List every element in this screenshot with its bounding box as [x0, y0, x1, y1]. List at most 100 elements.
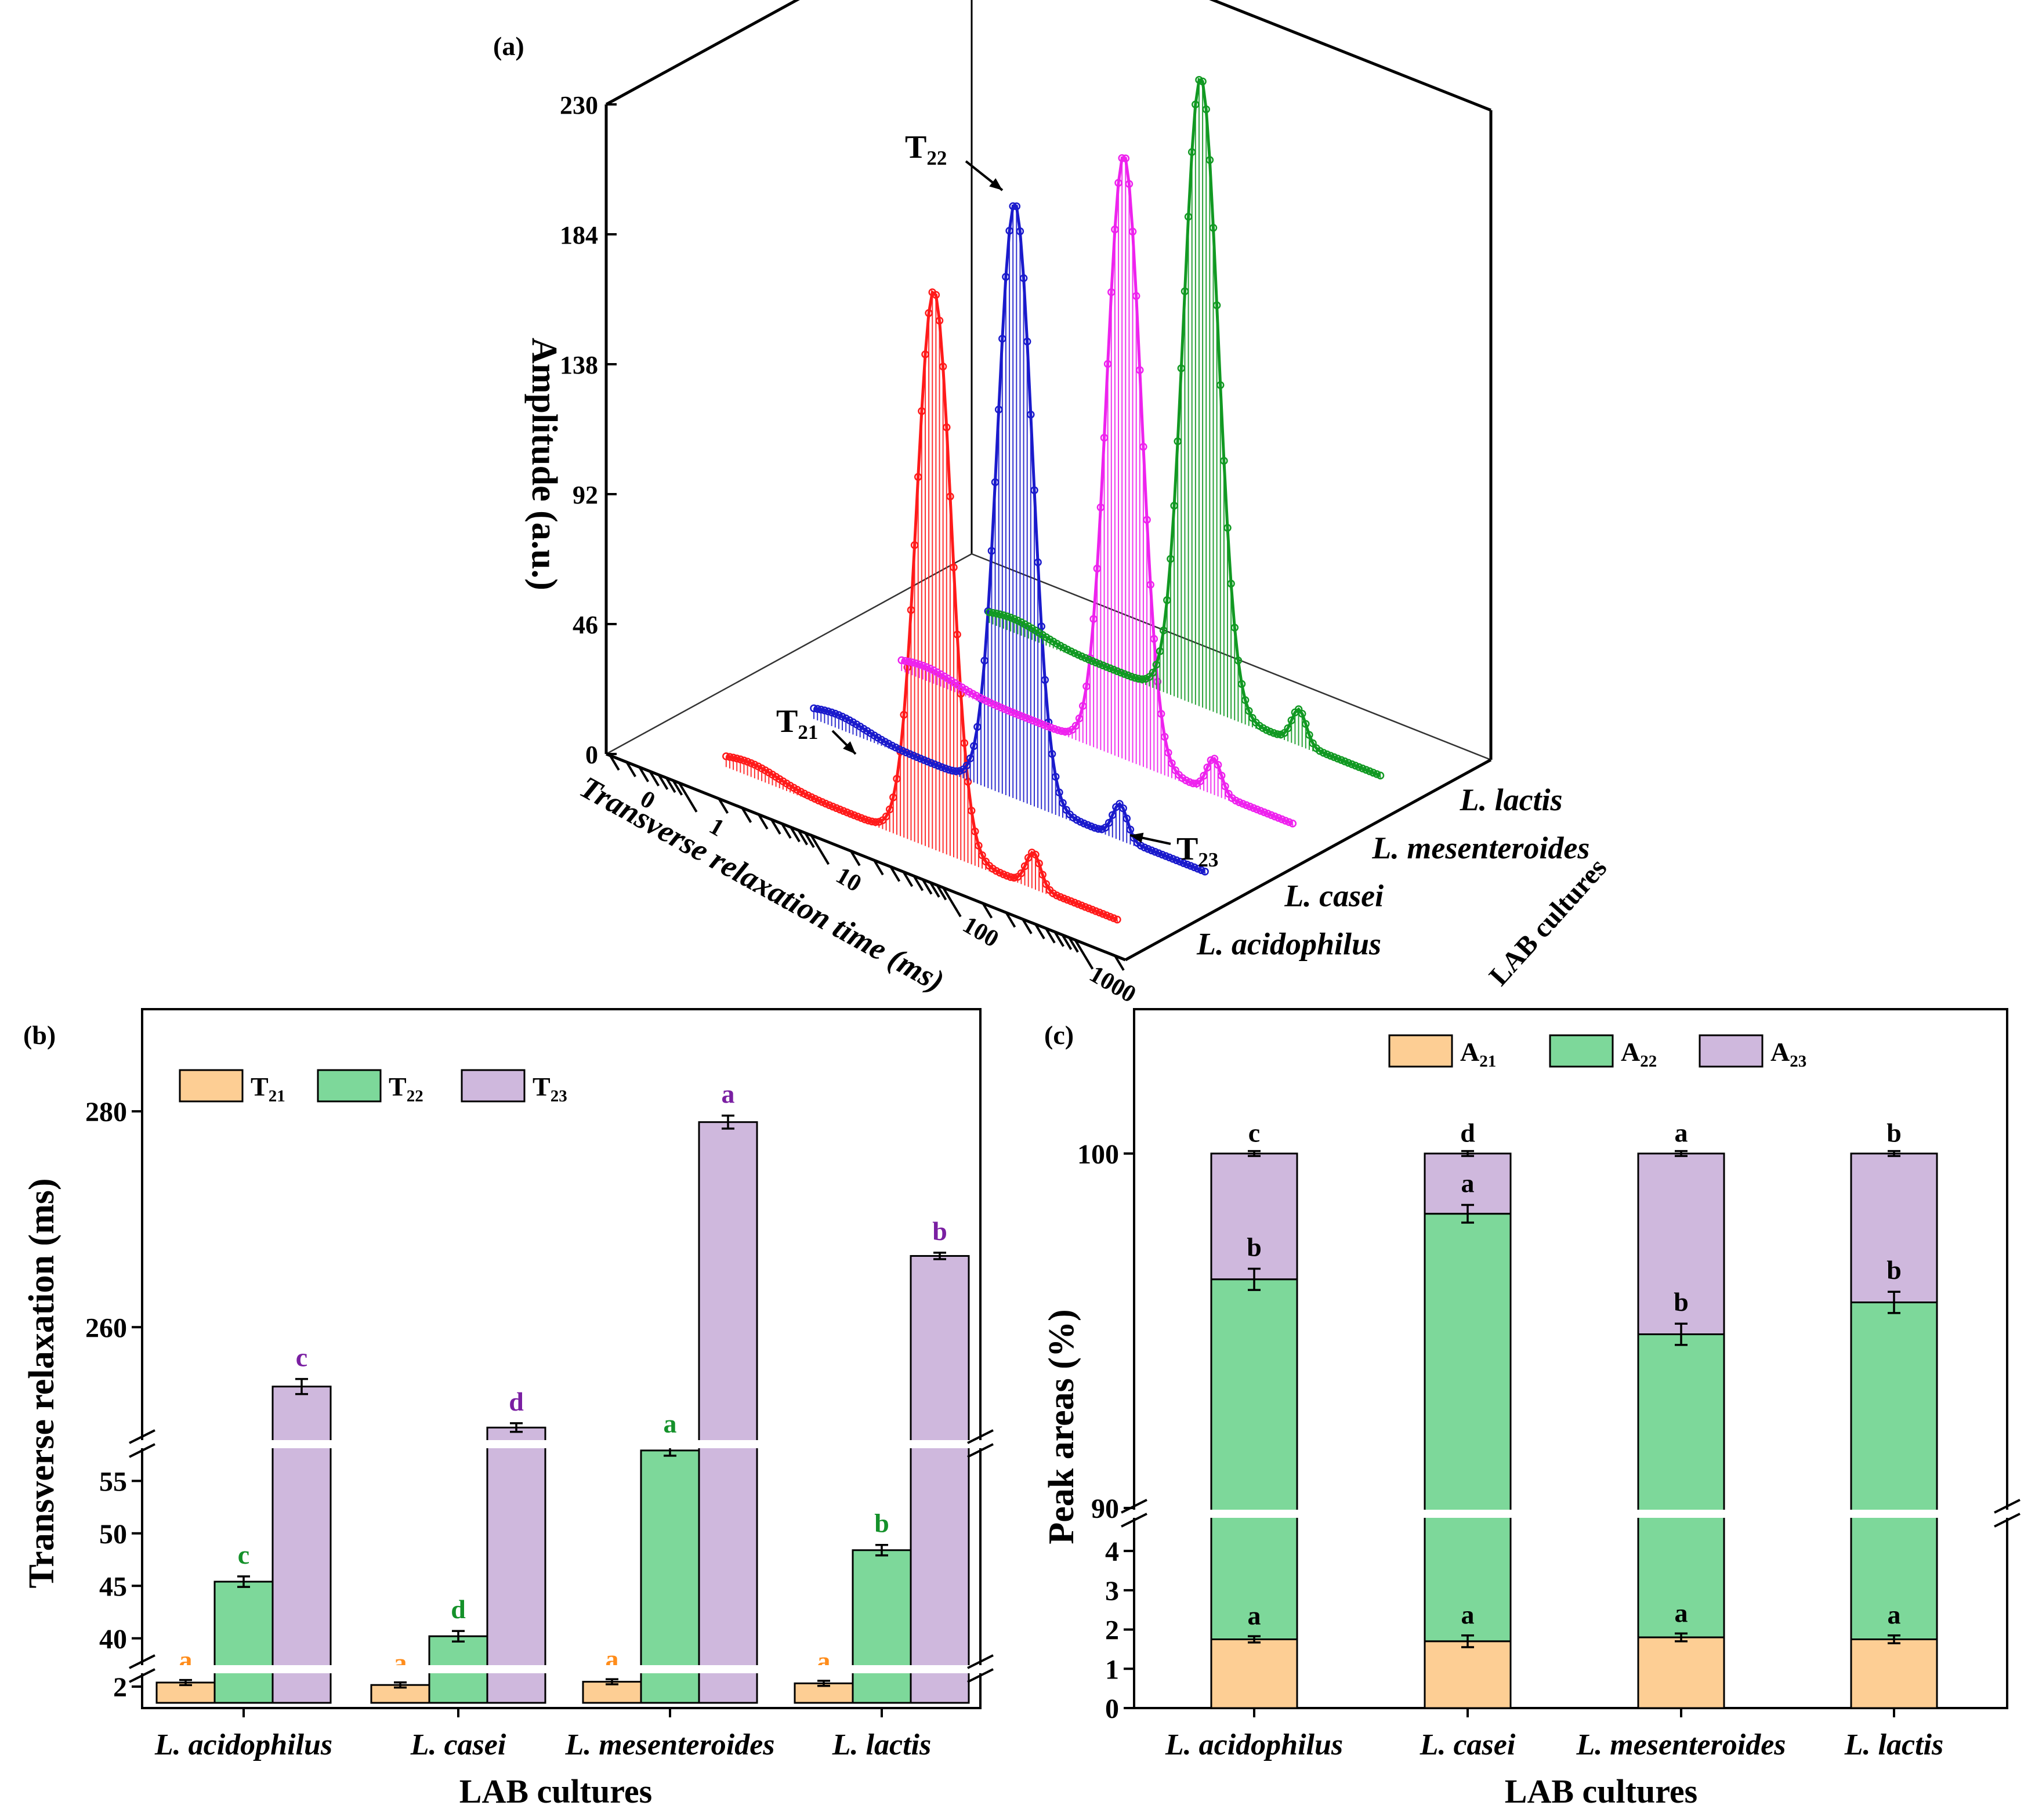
data-point	[1024, 854, 1033, 862]
x-minor-tick	[873, 860, 884, 876]
data-point	[1121, 154, 1130, 162]
data-point	[740, 756, 748, 764]
y-tick-label: 1	[1105, 1654, 1119, 1685]
axis-break-mark	[967, 1443, 994, 1458]
data-point	[921, 350, 929, 358]
data-point	[1080, 820, 1088, 828]
legend-label: T22	[389, 1072, 423, 1105]
letter-T22: b	[874, 1509, 889, 1538]
data-point	[1168, 759, 1176, 767]
data-point	[988, 608, 997, 617]
data-point	[1242, 801, 1251, 810]
data-point	[1260, 808, 1269, 817]
legend-label: T21	[251, 1072, 285, 1105]
x-tick-label: L. casei	[410, 1728, 506, 1761]
x-tick-label: L. acidophilus	[154, 1728, 332, 1761]
legend-swatch	[179, 1069, 244, 1103]
data-point	[1015, 710, 1023, 719]
data-point	[1075, 714, 1084, 723]
culture-label: L. mesenteroides	[1371, 831, 1589, 865]
data-point	[1369, 768, 1377, 777]
data-point	[975, 842, 983, 850]
y-tick-label: 280	[85, 1097, 127, 1127]
data-point	[1163, 596, 1171, 604]
data-point	[1022, 713, 1030, 722]
data-point	[831, 709, 839, 718]
x-major-tick	[810, 835, 830, 865]
y-tick-label: 2	[1105, 1615, 1119, 1646]
data-point	[1037, 622, 1045, 630]
series-lacidophilus	[722, 288, 1121, 924]
data-point	[919, 661, 927, 670]
culture-label: L. lactis	[1460, 782, 1563, 817]
annotation-T23: T23	[1176, 831, 1218, 871]
data-point	[937, 763, 946, 771]
data-point	[1006, 614, 1015, 622]
bar-A22-3	[1850, 1301, 1938, 1641]
data-point	[729, 753, 737, 762]
annotation-T22: T22	[905, 129, 947, 169]
data-point	[1036, 719, 1044, 728]
panel-a-z-ticks: 0 46 92 138 184 230	[560, 91, 617, 769]
data-point	[939, 362, 947, 371]
data-point	[980, 657, 988, 665]
bar-T23-1	[486, 1426, 546, 1704]
bar-A21-1	[1424, 1640, 1512, 1709]
letter-T23: a	[722, 1079, 735, 1109]
x-minor-tick	[1114, 955, 1125, 971]
y-tick-label: 2	[113, 1672, 127, 1703]
data-point	[1326, 752, 1335, 760]
data-point	[1169, 855, 1177, 863]
data-point	[1198, 77, 1207, 86]
data-point	[1234, 657, 1243, 665]
legend-label: T23	[533, 1072, 567, 1105]
series-lcasei	[810, 202, 1209, 876]
data-point	[1084, 821, 1092, 829]
letter-T23: b	[932, 1216, 947, 1246]
x-minor-tick	[804, 832, 815, 849]
axis-break-mark	[967, 1668, 994, 1683]
data-point	[1194, 865, 1202, 873]
letter-T23: c	[296, 1343, 307, 1372]
legend: T21 T22 T23	[179, 1069, 567, 1105]
data-point	[960, 739, 969, 747]
data-point	[1253, 805, 1261, 814]
data-point	[909, 752, 918, 760]
letter-A23: c	[1248, 1118, 1260, 1148]
bar-A22-0	[1210, 1278, 1298, 1641]
legend-label: A21	[1460, 1037, 1496, 1071]
letter-A23: b	[1886, 1118, 1902, 1148]
data-point	[990, 700, 998, 709]
data-point	[1280, 729, 1288, 737]
data-point	[1151, 847, 1160, 856]
data-point	[964, 778, 972, 786]
x-minor-tick	[902, 871, 914, 887]
bar-T23-0	[271, 1386, 332, 1704]
data-point	[1100, 433, 1109, 442]
data-point	[1093, 564, 1102, 573]
data-point	[1088, 905, 1096, 914]
z-tick-label: 184	[560, 221, 598, 249]
data-point	[1132, 292, 1140, 300]
data-point	[1263, 810, 1272, 818]
top-left-edge	[605, 0, 800, 106]
data-point	[850, 811, 859, 820]
z-tick-label: 0	[585, 741, 598, 769]
data-point	[1202, 105, 1210, 114]
data-point	[992, 610, 1001, 618]
data-point	[953, 630, 961, 639]
data-point	[1216, 381, 1225, 389]
data-point	[1109, 811, 1117, 819]
data-point	[915, 660, 924, 669]
data-point	[1245, 706, 1253, 715]
data-point	[1110, 914, 1118, 922]
data-point	[1165, 853, 1174, 862]
letter-A22: a	[1461, 1169, 1475, 1198]
data-point	[1146, 581, 1154, 589]
data-point	[1030, 486, 1038, 494]
axis-break-mark	[129, 1443, 155, 1458]
data-point	[952, 767, 960, 775]
data-point	[1214, 760, 1222, 769]
data-point	[1127, 672, 1136, 681]
data-point	[1018, 712, 1027, 720]
